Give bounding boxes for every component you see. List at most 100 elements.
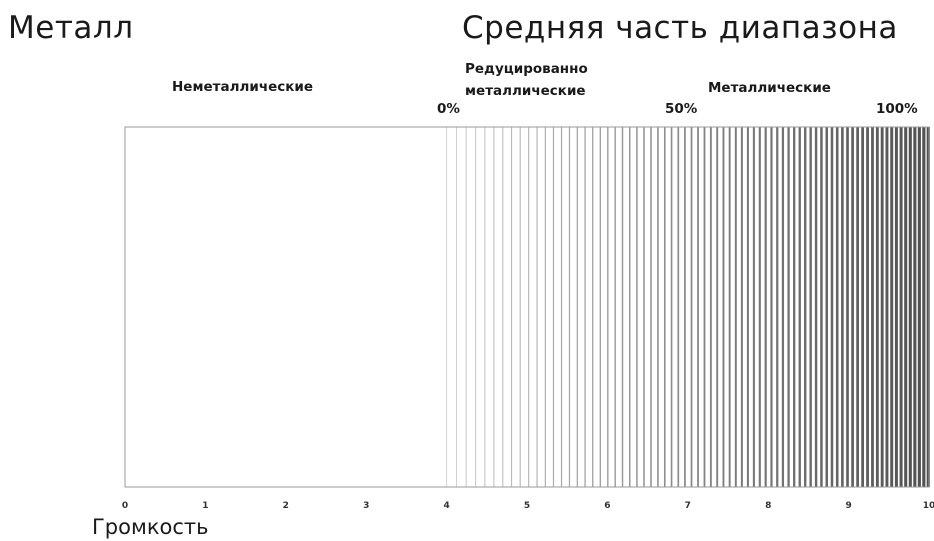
metal-stripe	[614, 127, 616, 487]
metal-stripe	[475, 127, 477, 487]
metal-stripe	[446, 127, 448, 487]
metal-stripe	[926, 127, 930, 487]
metal-stripe	[670, 127, 673, 487]
metal-stripe	[899, 127, 903, 487]
metal-stripe	[908, 127, 912, 487]
zone-label-reduced-line1: Редуцированно	[465, 61, 588, 77]
zone-label-reduced-line2: металлические	[465, 83, 586, 99]
metal-stripe	[621, 127, 624, 487]
metal-stripe	[636, 127, 638, 487]
metal-stripe	[690, 127, 693, 487]
left-title: Металл	[8, 10, 134, 46]
metal-stripe	[677, 127, 680, 487]
metal-stripe	[709, 127, 712, 487]
metal-stripe	[787, 127, 790, 487]
metal-stripe	[650, 127, 652, 487]
axis-ticks-group: 0 1 2 3 4 5 6 7 8 9 10	[122, 501, 934, 511]
metal-stripe	[830, 127, 834, 487]
metal-stripe	[814, 127, 818, 487]
metal-stripe	[861, 127, 864, 487]
x-tick-label: 5	[524, 501, 530, 511]
metal-stripe	[875, 127, 879, 487]
metal-stripe	[584, 127, 586, 487]
metal-stripe	[885, 127, 889, 487]
metal-stripe	[809, 127, 812, 487]
x-tick-label: 4	[443, 501, 449, 511]
metal-stripe	[825, 127, 828, 487]
x-tick-label: 8	[765, 501, 771, 511]
metal-stripe	[502, 127, 504, 487]
metal-stripe	[599, 127, 601, 487]
metal-stripe	[752, 127, 755, 487]
metal-stripe	[871, 127, 874, 487]
metal-stripe	[846, 127, 849, 487]
metal-stripe	[740, 127, 743, 487]
metal-stripe	[820, 127, 823, 487]
metal-stripe	[592, 127, 594, 487]
metal-stripe	[465, 127, 467, 487]
percent-label-100: 100%	[876, 101, 918, 117]
x-tick-label: 6	[604, 501, 610, 511]
metal-stripe	[764, 127, 767, 487]
metal-stripe	[536, 127, 538, 487]
zone-label-metal: Металлические	[708, 80, 831, 96]
metal-stripe	[913, 127, 917, 487]
percent-label-0: 0%	[437, 101, 460, 117]
metal-stripe	[758, 127, 761, 487]
metal-stripe	[456, 127, 458, 487]
metal-stripe	[904, 127, 908, 487]
metal-stripe	[841, 127, 844, 487]
metal-stripe	[607, 127, 609, 487]
metal-stripe	[880, 127, 884, 487]
metal-stripe	[746, 127, 749, 487]
metal-stripe	[798, 127, 801, 487]
x-tick-label: 1	[202, 501, 208, 511]
metal-stripe	[493, 127, 495, 487]
x-tick-label: 0	[122, 501, 128, 511]
metal-stripe	[519, 127, 521, 487]
metal-stripe	[781, 127, 785, 487]
right-title: Средняя часть диапазона	[462, 10, 898, 46]
metal-stripe	[552, 127, 555, 487]
metal-stripe	[770, 127, 773, 487]
metal-stripe	[856, 127, 859, 487]
metal-stripe	[697, 127, 699, 487]
metal-stripe	[643, 127, 645, 487]
metal-stripe	[511, 127, 513, 487]
metal-stripe	[922, 127, 926, 487]
metal-stripe	[890, 127, 894, 487]
x-tick-label: 10	[923, 501, 934, 511]
chart-frame	[124, 126, 930, 488]
x-axis-title: Громкость	[92, 515, 209, 539]
metal-stripe	[484, 127, 486, 487]
metal-stripe	[703, 127, 706, 487]
x-tick-label: 3	[363, 501, 369, 511]
metal-stripe	[776, 127, 779, 487]
metal-stripe	[894, 127, 898, 487]
metal-stripe	[866, 127, 869, 487]
x-tick-label: 9	[845, 501, 851, 511]
x-tick-label: 2	[283, 501, 289, 511]
metal-stripe	[684, 127, 686, 487]
metal-stripe	[544, 127, 546, 487]
metal-stripe	[793, 127, 796, 487]
metal-stripe	[917, 127, 921, 487]
metal-stripe	[629, 127, 631, 487]
percent-label-50: 50%	[665, 101, 698, 117]
x-tick-label: 7	[685, 501, 691, 511]
metal-stripe	[716, 127, 719, 487]
zone-label-nonmetal: Неметаллические	[172, 79, 314, 95]
metal-stripe	[576, 127, 578, 487]
metal-stripe	[835, 127, 839, 487]
metal-stripe	[804, 127, 807, 487]
metal-stripe	[851, 127, 854, 487]
metal-stripe	[657, 127, 659, 487]
metal-stripe	[568, 127, 571, 487]
metal-stripe	[663, 127, 666, 487]
metal-stripe	[734, 127, 737, 487]
metal-stripe	[728, 127, 731, 487]
metal-stripe	[722, 127, 725, 487]
metal-stripe	[528, 127, 530, 487]
metal-stripes-group	[446, 127, 930, 487]
